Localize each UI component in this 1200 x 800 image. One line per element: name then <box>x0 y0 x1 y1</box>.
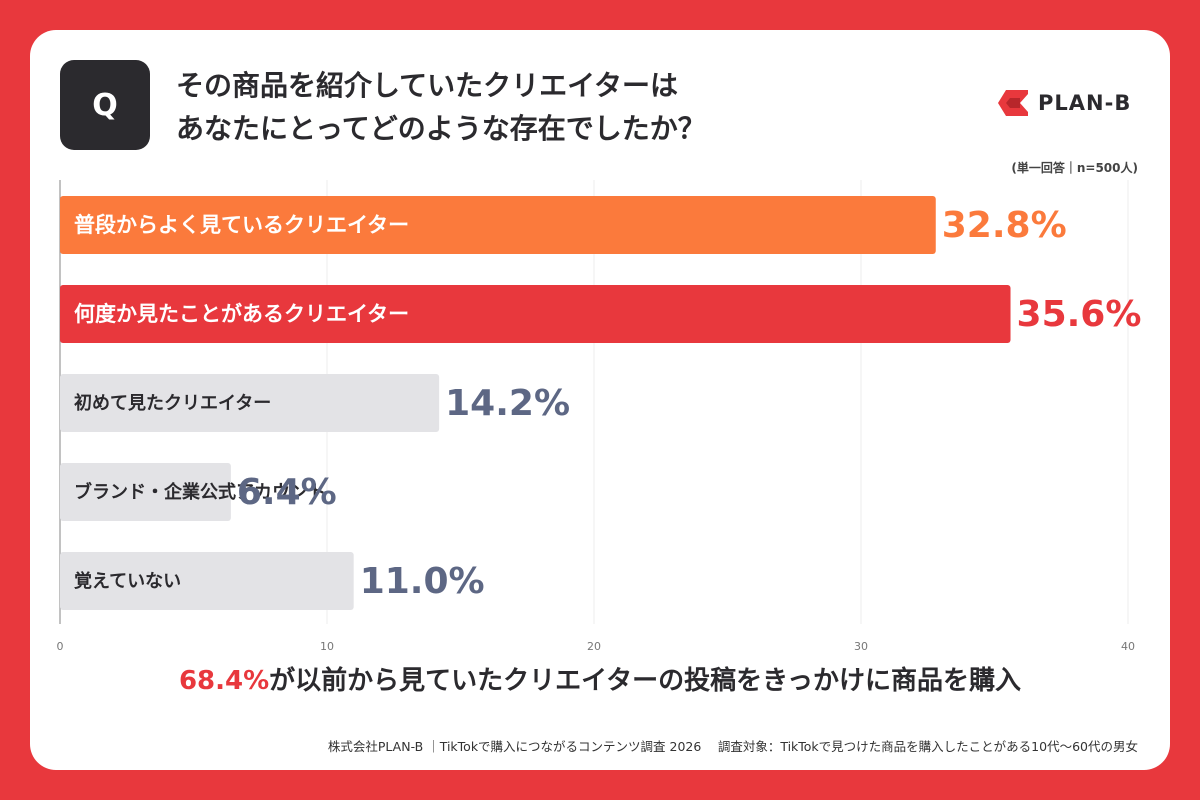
source-note: 株式会社PLAN-B ｜TikTokで購入につながるコンテンツ調査 2026 調… <box>327 739 1138 754</box>
bar-category-label: ブランド・企業公式アカウント <box>74 481 326 503</box>
bar-chart: 0 10 20 30 40 普段からよく見ているクリエイター 32.8% 何度か見たことがある… <box>57 180 1142 653</box>
bar-category-label: 何度か見たことがあるクリエイター <box>74 302 409 326</box>
bar-category-label: 初めて見たクリエイター <box>74 392 271 414</box>
x-tick-label: 0 <box>57 640 64 653</box>
conclusion-rest: が以前から見ていたクリエイターの投稿をきっかけに商品を購入 <box>269 666 1022 696</box>
conclusion-text: 68.4%が以前から見ていたクリエイターの投稿をきっかけに商品を購入 <box>30 660 1170 697</box>
bar-value-label: 14.2% <box>445 383 570 424</box>
x-tick-label: 30 <box>854 640 868 653</box>
bar-value-label: 35.6% <box>1017 294 1142 335</box>
logo-mark-icon <box>998 90 1028 116</box>
bar <box>60 463 231 521</box>
response-note: (単一回答｜n=500人) <box>1011 161 1138 175</box>
bar <box>60 552 354 610</box>
bar <box>60 285 1011 343</box>
card: Q その商品を紹介していたクリエイターは あなたにとってどのような存在でしたか？… <box>30 30 1170 770</box>
question-line-2: あなたにとってどのような存在でしたか？ <box>176 112 706 145</box>
question-title: その商品を紹介していたクリエイターは あなたにとってどのような存在でしたか？ <box>176 64 896 150</box>
bar-category-label: 覚えていない <box>74 570 181 592</box>
bar-value-label: 11.0% <box>360 561 485 602</box>
x-tick-label: 20 <box>587 640 601 653</box>
bar-value-label: 32.8% <box>942 205 1067 246</box>
x-tick-label: 10 <box>320 640 334 653</box>
x-tick-label: 40 <box>1121 640 1135 653</box>
bar <box>60 196 936 254</box>
bar <box>60 374 440 432</box>
bar-category-label: 普段からよく見ているクリエイター <box>74 213 409 237</box>
question-badge: Q <box>60 60 150 150</box>
question-line-1: その商品を紹介していたクリエイターは <box>176 69 679 102</box>
logo-text: PLAN-B <box>1038 91 1132 115</box>
brand-logo: PLAN-B <box>998 90 1131 116</box>
bar-value-label: 6.4% <box>237 472 337 513</box>
conclusion-highlight: 68.4% <box>178 666 270 696</box>
